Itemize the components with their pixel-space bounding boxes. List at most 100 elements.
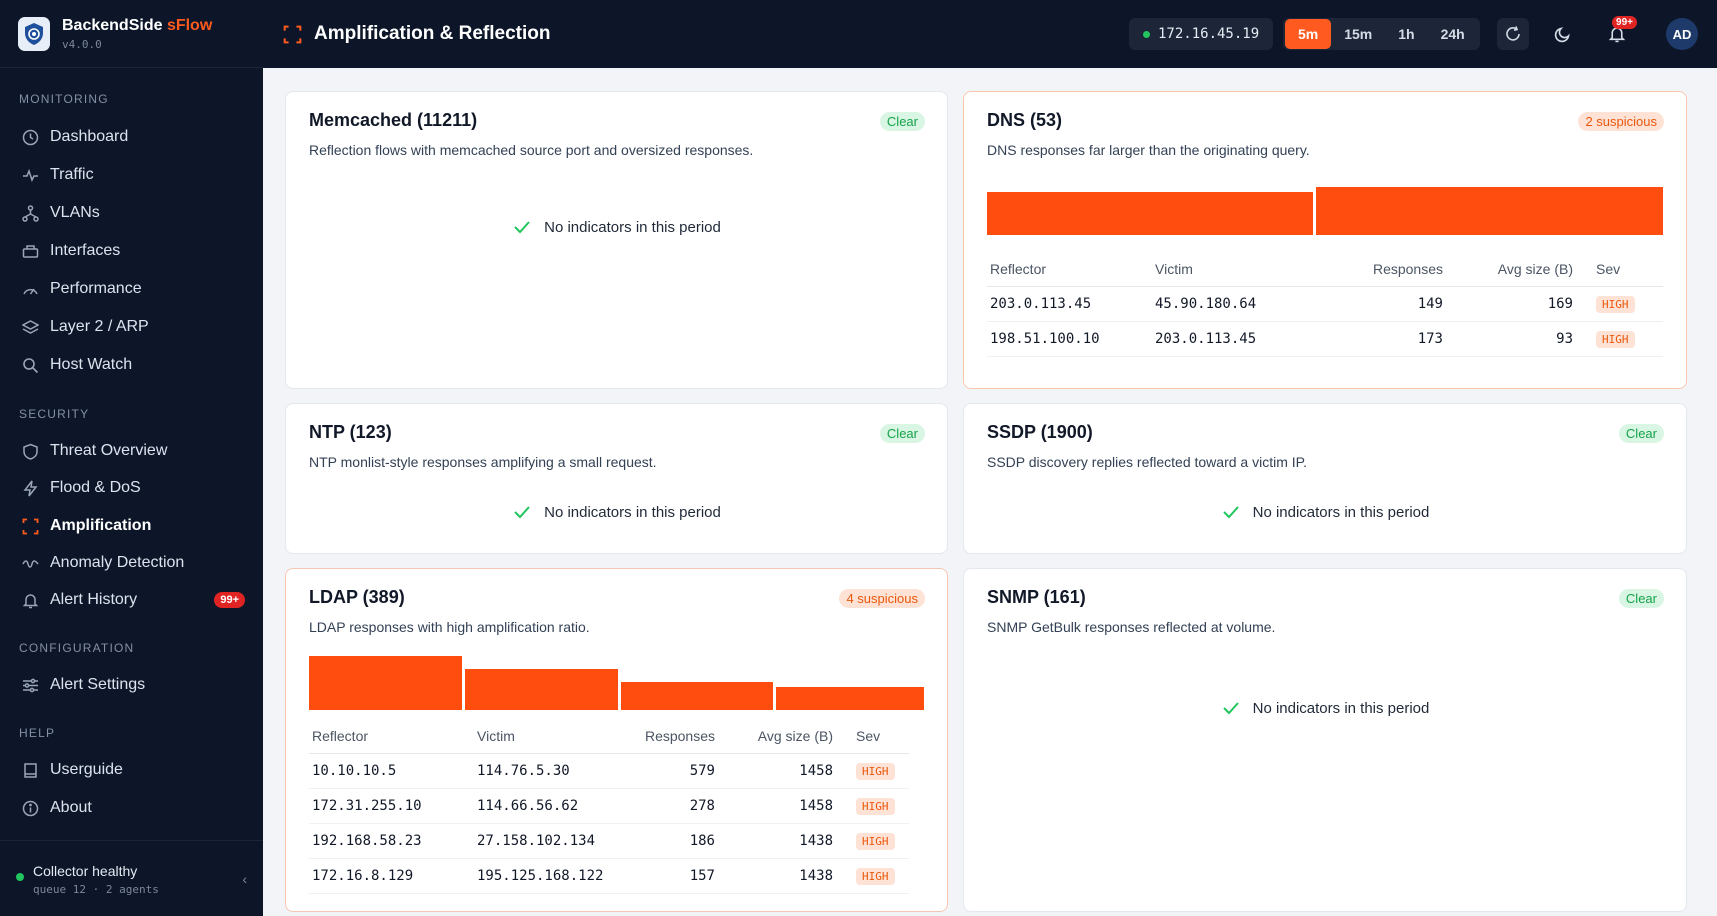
status-dot-icon [1143,30,1150,38]
nav-layer2[interactable]: Layer 2 / ARP [0,309,263,345]
card-title: SSDP (1900) [987,422,1093,442]
bar-row-4[interactable] [776,687,924,710]
bar-row-3[interactable] [621,682,773,710]
card-title: DNS (53) [987,110,1063,130]
table-row[interactable]: 172.16.8.129 195.125.168.122 157 1438 HI… [309,858,909,894]
nav-threat[interactable]: Threat Overview [0,433,263,469]
severity-badge: HIGH [856,867,895,885]
table-row[interactable]: 203.0.113.45 45.90.180.64 149 169 HIGH [987,286,1663,322]
victim-cell: 195.125.168.122 [474,858,624,894]
card-dns: DNS (53) DNS responses far larger than t… [963,91,1687,389]
nav-anomaly[interactable]: Anomaly Detection [0,545,263,581]
agent-ip-selector[interactable]: 172.16.45.19 [1129,18,1274,50]
check-icon [1221,698,1241,718]
col-reflector: Reflector [309,719,474,754]
nav-amplification[interactable]: Amplification [0,508,263,544]
table-row[interactable]: 172.31.255.10 114.66.56.62 278 1458 HIGH [309,788,909,824]
sev-cell: HIGH [836,753,909,789]
avg-cell: 1458 [718,753,836,789]
collector-status-sub: queue 12 · 2 agents [33,883,159,896]
table-row[interactable]: 192.168.58.23 27.158.102.134 186 1438 HI… [309,823,909,859]
card-snmp: SNMP (161) SNMP GetBulk responses reflec… [963,568,1687,912]
empty-state: No indicators in this period [286,217,947,237]
refresh-button[interactable] [1497,18,1529,50]
nav-dashboard[interactable]: Dashboard [0,119,263,155]
col-responses: Responses [1322,252,1446,287]
sev-cell: HIGH [1576,286,1663,322]
nav-interfaces[interactable]: Interfaces [0,233,263,269]
card-title: LDAP (389) [309,587,405,607]
card-description: Reflection flows with memcached source p… [309,142,754,158]
shield-icon [20,441,40,461]
nav-alertsettings[interactable]: Alert Settings [0,667,263,703]
bell-icon [20,590,40,610]
search-icon [20,355,40,375]
card-ldap: LDAP (389) LDAP responses with high ampl… [285,568,948,912]
bar-row-1[interactable] [309,656,462,710]
range-24h-button[interactable]: 24h [1440,26,1465,42]
status-badge: Clear [879,112,925,131]
status-badge: Clear [1618,589,1664,608]
nav-vlans[interactable]: VLANs [0,195,263,231]
bar-row-2[interactable] [1316,187,1663,235]
card-ssdp: SSDP (1900) SSDP discovery replies refle… [963,403,1687,554]
card-description: LDAP responses with high amplification r… [309,619,590,635]
reflector-cell: 192.168.58.23 [309,823,474,859]
bar-row-2[interactable] [465,669,618,710]
table-header-row: Reflector Victim Responses Avg size (B) … [987,252,1663,287]
col-responses: Responses [624,719,718,754]
avg-cell: 169 [1446,286,1576,322]
nav-flood[interactable]: Flood & DoS [0,470,263,506]
nav-userguide[interactable]: Userguide [0,752,263,788]
empty-state: No indicators in this period [964,698,1686,718]
col-sev: Sev [1576,252,1663,287]
collapse-sidebar-icon[interactable]: ‹ [242,871,247,887]
status-badge: 2 suspicious [1578,112,1664,131]
empty-state: No indicators in this period [964,502,1686,522]
sev-cell: HIGH [1576,321,1663,357]
section-configuration: CONFIGURATION [19,641,135,655]
brand[interactable]: BackendSide sFlow v4.0.0 [0,0,263,68]
sliders-icon [20,675,40,695]
col-avg: Avg size (B) [718,719,836,754]
card-title: SNMP (161) [987,587,1086,607]
nav-performance[interactable]: Performance [0,271,263,307]
range-5m-button[interactable]: 5m [1285,19,1332,49]
user-avatar[interactable]: AD [1666,18,1698,50]
lightning-icon [20,478,40,498]
brand-name: BackendSide sFlow [62,16,213,34]
bar-row-1[interactable] [987,192,1313,235]
responses-cell: 579 [624,753,718,789]
victim-cell: 114.76.5.30 [474,753,624,789]
responses-cell: 186 [624,823,718,859]
col-reflector: Reflector [987,252,1152,287]
table-row[interactable]: 198.51.100.10 203.0.113.45 173 93 HIGH [987,321,1663,357]
empty-state: No indicators in this period [286,502,947,522]
range-15m-button[interactable]: 15m [1344,26,1373,42]
severity-badge: HIGH [1596,330,1635,348]
theme-toggle-button[interactable] [1547,18,1579,50]
moon-icon [1554,27,1570,43]
section-help: HELP [19,726,56,740]
page-title: Amplification & Reflection [283,23,550,45]
status-badge: Clear [1618,424,1664,443]
sidebar: BackendSide sFlow v4.0.0 MONITORING Dash… [0,0,263,916]
table-row[interactable]: 10.10.10.5 114.76.5.30 579 1458 HIGH [309,753,909,789]
reflector-cell: 198.51.100.10 [987,321,1152,357]
nav-hostwatch[interactable]: Host Watch [0,347,263,383]
table-header-row: Reflector Victim Responses Avg size (B) … [309,719,909,754]
nav-about[interactable]: About [0,790,263,826]
check-icon [1221,502,1241,522]
alert-count-badge: 99+ [214,592,245,608]
responses-cell: 173 [1322,321,1446,357]
notifications-button[interactable]: 99+ [1601,16,1637,50]
check-icon [512,502,532,522]
responses-cell: 157 [624,858,718,894]
col-avg: Avg size (B) [1446,252,1576,287]
range-1h-button[interactable]: 1h [1398,26,1415,42]
victim-cell: 45.90.180.64 [1152,286,1322,322]
nav-traffic[interactable]: Traffic [0,157,263,193]
victim-cell: 203.0.113.45 [1152,321,1322,357]
avg-cell: 93 [1446,321,1576,357]
nav-alerthistory[interactable]: Alert History 99+ [0,582,263,618]
